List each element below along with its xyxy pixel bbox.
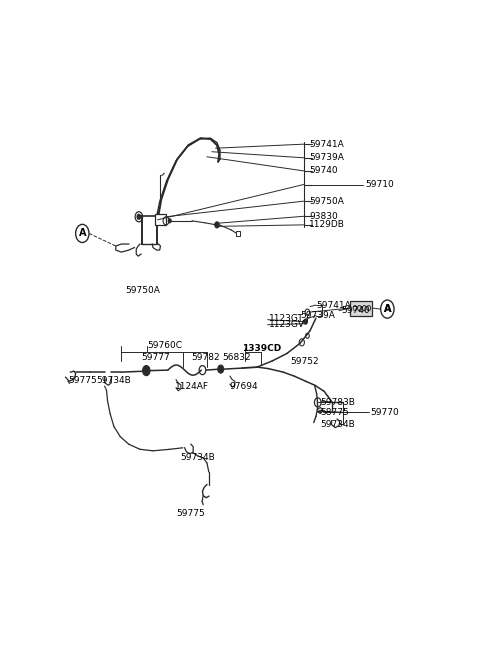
Text: 59710: 59710: [365, 180, 394, 189]
Text: 59777: 59777: [141, 352, 170, 362]
Text: 59734B: 59734B: [321, 420, 355, 428]
Polygon shape: [318, 410, 323, 413]
Text: 59741A: 59741A: [317, 301, 351, 310]
Text: A: A: [384, 304, 391, 314]
FancyBboxPatch shape: [155, 214, 166, 225]
Text: 59741A: 59741A: [309, 140, 344, 149]
Text: 59775: 59775: [68, 376, 97, 384]
Text: 1123GV: 1123GV: [269, 320, 305, 329]
Circle shape: [137, 214, 141, 219]
Circle shape: [168, 219, 171, 223]
Text: 59734B: 59734B: [180, 453, 215, 462]
Text: 59783B: 59783B: [321, 398, 355, 407]
Text: 59770: 59770: [370, 408, 398, 417]
Circle shape: [218, 365, 224, 373]
Text: 1124AF: 1124AF: [175, 382, 209, 391]
Circle shape: [215, 222, 219, 228]
Circle shape: [143, 365, 150, 376]
Text: 59760C: 59760C: [147, 341, 182, 350]
Text: A: A: [384, 304, 391, 314]
Text: 1129DB: 1129DB: [309, 220, 345, 229]
Text: 59739A: 59739A: [309, 153, 344, 162]
Text: 1123GT: 1123GT: [269, 314, 304, 323]
Text: 59734B: 59734B: [96, 376, 131, 384]
Text: 58775: 58775: [321, 408, 349, 417]
Text: 56832: 56832: [223, 352, 251, 362]
Text: 59750A: 59750A: [125, 286, 160, 295]
Text: 59740: 59740: [309, 166, 338, 176]
Text: 59752: 59752: [290, 356, 319, 365]
Circle shape: [304, 319, 307, 324]
Text: 59775: 59775: [176, 509, 204, 518]
Text: 93830: 93830: [309, 212, 338, 221]
Text: 1339CD: 1339CD: [242, 344, 282, 353]
Text: 59739A: 59739A: [300, 311, 335, 320]
FancyBboxPatch shape: [350, 301, 372, 316]
Bar: [236, 231, 240, 236]
Text: 97694: 97694: [229, 382, 258, 391]
Text: 59740: 59740: [341, 306, 370, 315]
Text: 59782: 59782: [191, 352, 219, 362]
Text: 59750A: 59750A: [309, 196, 344, 206]
Text: A: A: [79, 229, 86, 238]
